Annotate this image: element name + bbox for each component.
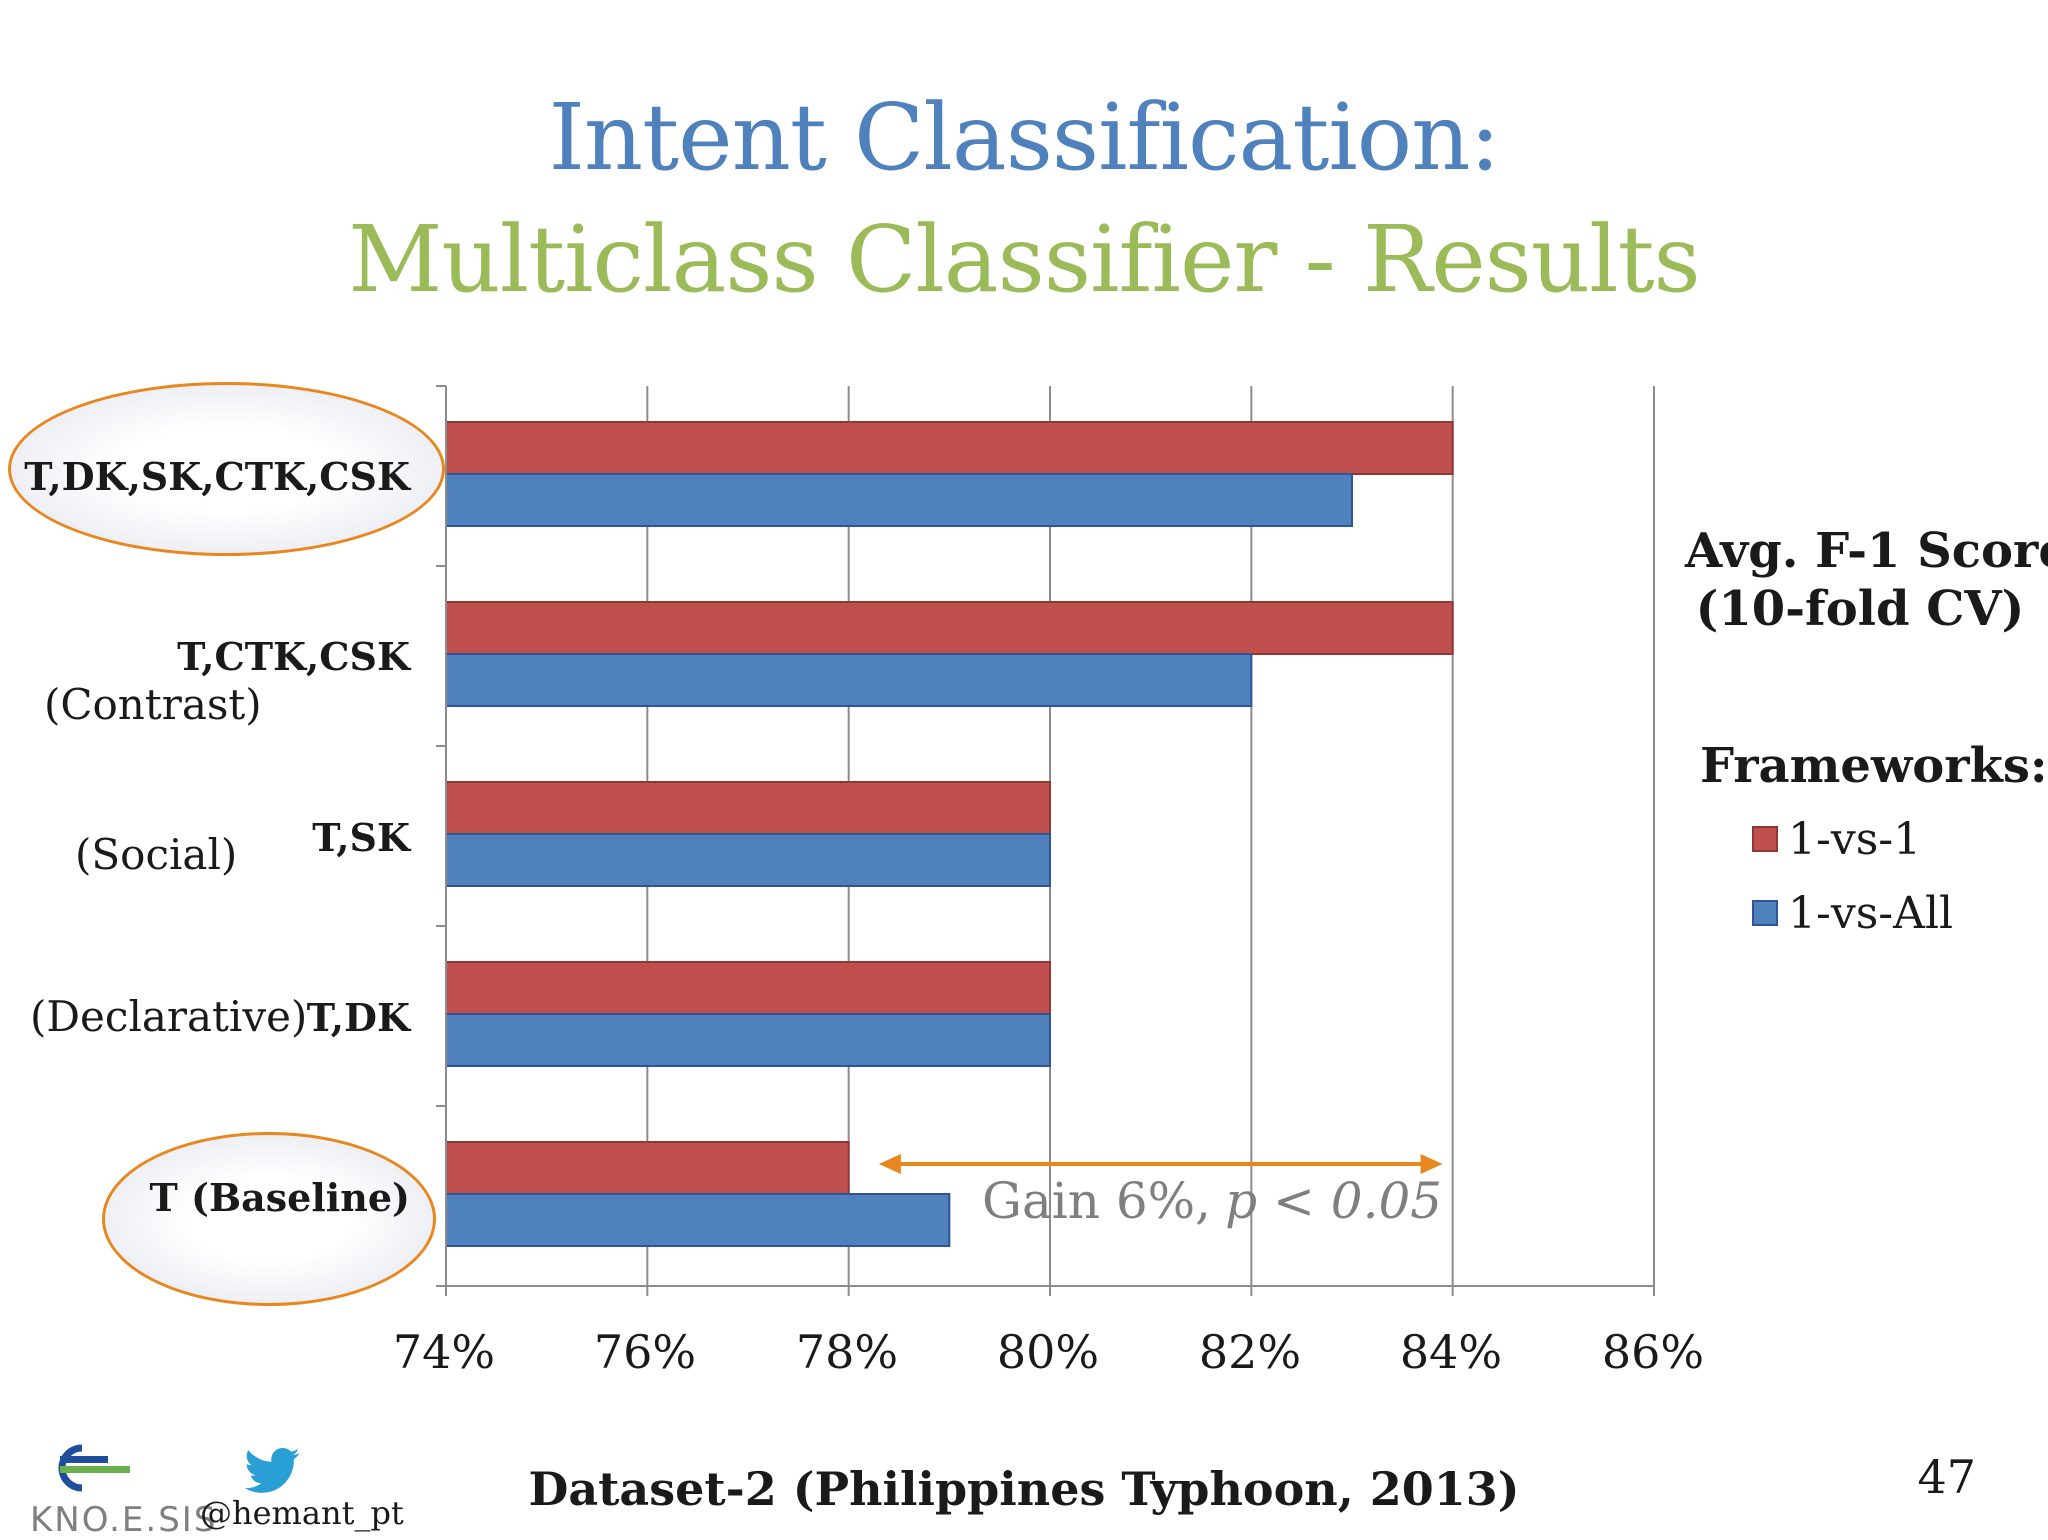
bar-one-vs-all [445,1013,1051,1067]
gain-annotation: Gain 6%, p < 0.05 [982,1172,1442,1230]
bars [445,421,1454,1247]
p-value-text: p < 0.05 [1225,1172,1443,1230]
category-label: T,CTK,CSK [177,634,410,679]
slide-title-line2: Multiclass Classifier - Results [348,206,1701,313]
category-note: (Contrast) [44,680,262,729]
metric-heading-line1: Avg. F-1 Score [1685,523,2048,579]
bar-one-vs-one [445,1141,850,1195]
metric-heading: Avg. F-1 Score (10-fold CV) [1685,522,2048,638]
bar-one-vs-one [445,601,1454,655]
category-label: T,DK [306,995,410,1040]
legend-swatch-blue [1752,900,1778,926]
category-note: (Declarative) [30,992,308,1041]
x-tick-label: 76% [593,1325,697,1379]
gain-arrow-head-right [1420,1154,1443,1174]
legend-item-1vs1: 1-vs-1 [1752,813,1922,865]
gain-text: Gain 6%, [982,1172,1212,1230]
x-tick-label: 80% [996,1325,1100,1379]
twitter-bird-icon [244,1448,300,1493]
twitter-handle: @hemant_pt [200,1494,404,1532]
bar-one-vs-all [445,653,1253,707]
bar-one-vs-all [445,1193,951,1247]
bar-one-vs-all [445,473,1353,527]
legend-item-1vsall: 1-vs-All [1752,887,1954,939]
category-label: T,DK,SK,CTK,CSK [24,454,410,499]
highlight-oval-top [8,382,445,556]
category-label: T,SK [312,815,410,860]
bar-one-vs-all [445,833,1051,887]
x-tick-label: 78% [795,1325,899,1379]
gain-arrow-head-left [878,1154,901,1174]
legend-title: Frameworks: [1700,738,2048,794]
dataset-caption: Dataset-2 (Philippines Typhoon, 2013) [528,1462,1520,1516]
legend-label: 1-vs-1 [1788,813,1922,865]
legend-label: 1-vs-All [1788,887,1954,939]
metric-heading-line2: (10-fold CV) [1695,581,2025,637]
x-tick-label: 84% [1399,1325,1503,1379]
category-note: (Social) [75,830,238,879]
bar-one-vs-one [445,781,1051,835]
x-tick-label: 82% [1198,1325,1302,1379]
gain-arrow [878,1154,1443,1174]
category-label: T (Baseline) [149,1175,410,1220]
highlight-oval-baseline [102,1132,436,1306]
page-number: 47 [1917,1450,1976,1504]
bar-one-vs-one [445,961,1051,1015]
axis [436,385,1655,1296]
legend-swatch-red [1752,826,1778,852]
x-tick-label: 74% [392,1325,496,1379]
bar-one-vs-one [445,421,1454,475]
slide-title-line1: Intent Classification: [548,84,1501,191]
knoesis-logo-icon [58,1444,130,1492]
logo-text: KNO.E.SIS [30,1500,218,1540]
x-tick-label: 86% [1601,1325,1705,1379]
